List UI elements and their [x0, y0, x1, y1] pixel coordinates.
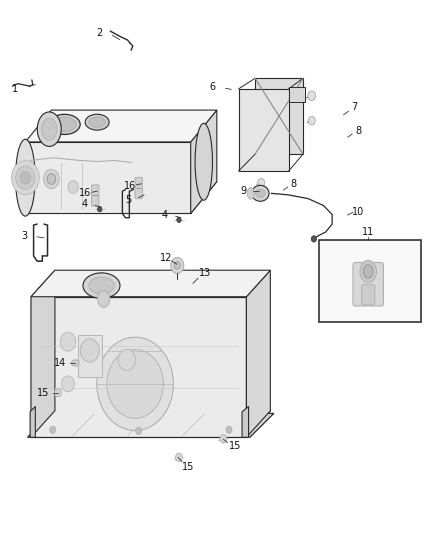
Text: 8: 8 — [291, 179, 297, 189]
Ellipse shape — [89, 277, 114, 294]
Polygon shape — [25, 142, 191, 214]
Text: 16: 16 — [124, 181, 136, 191]
Circle shape — [97, 337, 173, 431]
Circle shape — [54, 389, 61, 397]
Ellipse shape — [195, 123, 212, 200]
Circle shape — [311, 236, 317, 242]
Polygon shape — [31, 270, 55, 437]
Circle shape — [118, 349, 135, 370]
Text: 3: 3 — [21, 231, 27, 241]
Bar — [78, 335, 102, 377]
Polygon shape — [242, 407, 249, 437]
Ellipse shape — [255, 189, 265, 198]
Text: 8: 8 — [355, 126, 361, 136]
Circle shape — [226, 426, 232, 433]
Ellipse shape — [42, 118, 57, 140]
Polygon shape — [30, 407, 35, 437]
Ellipse shape — [37, 112, 61, 147]
Circle shape — [258, 179, 265, 187]
Polygon shape — [31, 297, 247, 437]
Polygon shape — [247, 270, 270, 437]
Text: 2: 2 — [96, 28, 102, 38]
Ellipse shape — [83, 273, 120, 298]
Bar — [319, 240, 421, 322]
Circle shape — [136, 427, 142, 434]
Text: 13: 13 — [199, 268, 211, 278]
Text: 10: 10 — [352, 207, 364, 217]
Text: 15: 15 — [36, 387, 49, 398]
Text: 4: 4 — [82, 199, 88, 209]
Polygon shape — [191, 110, 217, 214]
Circle shape — [176, 453, 183, 462]
FancyBboxPatch shape — [353, 262, 383, 306]
Ellipse shape — [49, 114, 80, 134]
Text: 14: 14 — [54, 358, 66, 368]
Text: 16: 16 — [79, 188, 91, 198]
Ellipse shape — [15, 139, 35, 216]
Text: 12: 12 — [160, 253, 172, 263]
Circle shape — [174, 262, 180, 269]
Text: 15: 15 — [230, 441, 242, 451]
FancyBboxPatch shape — [362, 285, 375, 305]
Ellipse shape — [252, 185, 269, 201]
Ellipse shape — [247, 188, 254, 199]
Polygon shape — [255, 78, 303, 154]
Polygon shape — [25, 182, 217, 214]
Ellipse shape — [98, 290, 110, 308]
Polygon shape — [25, 110, 217, 142]
Text: 5: 5 — [125, 195, 131, 205]
Ellipse shape — [360, 260, 377, 282]
Circle shape — [44, 169, 59, 189]
Text: 4: 4 — [162, 209, 168, 220]
Circle shape — [308, 116, 315, 125]
Ellipse shape — [89, 117, 106, 127]
Text: 1: 1 — [12, 84, 18, 94]
Circle shape — [171, 257, 184, 273]
Circle shape — [98, 207, 102, 212]
Polygon shape — [28, 414, 274, 437]
Circle shape — [60, 332, 76, 351]
Text: 6: 6 — [210, 82, 216, 92]
Text: 7: 7 — [352, 102, 358, 112]
Text: 9: 9 — [240, 185, 247, 196]
Circle shape — [68, 181, 78, 193]
Circle shape — [11, 161, 39, 195]
Circle shape — [177, 217, 181, 222]
Text: 11: 11 — [362, 227, 374, 237]
Polygon shape — [239, 89, 289, 171]
Ellipse shape — [85, 114, 109, 130]
Circle shape — [61, 376, 74, 392]
Circle shape — [49, 426, 56, 433]
Circle shape — [80, 339, 99, 362]
Polygon shape — [31, 270, 270, 297]
Circle shape — [107, 349, 163, 418]
Circle shape — [47, 174, 56, 184]
Ellipse shape — [364, 264, 373, 278]
Circle shape — [16, 166, 35, 189]
Ellipse shape — [71, 360, 79, 366]
Ellipse shape — [53, 117, 76, 132]
Circle shape — [308, 91, 316, 101]
Polygon shape — [31, 411, 270, 437]
Text: 15: 15 — [181, 462, 194, 472]
Circle shape — [220, 434, 227, 443]
FancyBboxPatch shape — [135, 177, 142, 199]
FancyBboxPatch shape — [92, 185, 99, 206]
Bar — [289, 87, 305, 102]
Circle shape — [20, 171, 31, 184]
